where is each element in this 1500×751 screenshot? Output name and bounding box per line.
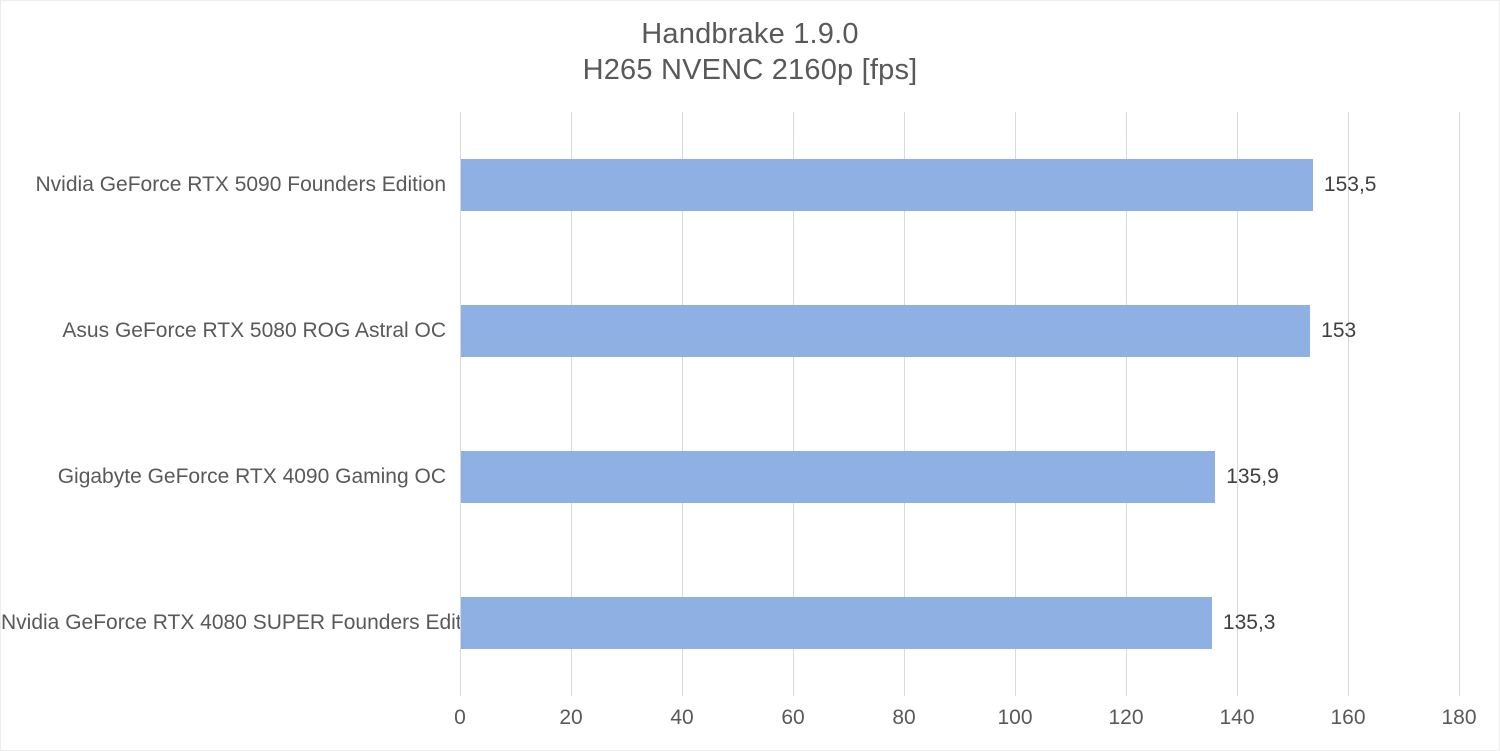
plot-area: 153,5 153 135,9 135,3: [459, 112, 1460, 696]
x-tick-label: 140: [1219, 706, 1255, 729]
grid-line: [1347, 112, 1349, 696]
category-label: Nvidia GeForce RTX 5090 Founders Edition: [35, 173, 446, 196]
bar: [461, 159, 1313, 211]
category-label: Gigabyte GeForce RTX 4090 Gaming OC: [57, 465, 446, 488]
category-label: Nvidia GeForce RTX 4080 SUPER Founders E…: [1, 611, 490, 634]
bar-value-label: 153,5: [1323, 173, 1377, 196]
category-axis: Nvidia GeForce RTX 5090 Founders Edition…: [1, 112, 490, 696]
chart-title: Handbrake 1.9.0 H265 NVENC 2160p [fps]: [1, 16, 1499, 88]
chart-title-line1: Handbrake 1.9.0: [641, 18, 859, 50]
x-tick-label: 160: [1330, 706, 1366, 729]
bar: [461, 305, 1311, 357]
grid-line: [570, 112, 572, 696]
grid-line: [1458, 112, 1460, 696]
grid-line: [459, 112, 461, 696]
x-tick-label: 60: [781, 706, 805, 729]
grid-line: [681, 112, 683, 696]
chart-title-line2: H265 NVENC 2160p [fps]: [582, 54, 918, 86]
bar-value-label: 153: [1321, 319, 1357, 342]
bar-value-label: 135,9: [1226, 465, 1279, 488]
x-tick-label: 20: [559, 706, 583, 729]
grid-line: [903, 112, 905, 696]
grid-line: [792, 112, 794, 696]
x-tick-label: 0: [454, 706, 466, 729]
x-tick-label: 80: [892, 706, 916, 729]
x-tick-label: 120: [1108, 706, 1144, 729]
grid-line: [1014, 112, 1016, 696]
category-label: Asus GeForce RTX 5080 ROG Astral OC: [62, 319, 446, 342]
bar: [461, 451, 1216, 503]
grid-line: [1236, 112, 1238, 696]
x-tick-label: 100: [997, 706, 1033, 729]
bar-value-label: 135,3: [1222, 611, 1276, 634]
x-tick-label: 180: [1441, 706, 1477, 729]
bar: [461, 597, 1212, 649]
x-axis: 0 20 40 60 80 100 120 140 160 180: [454, 706, 1476, 732]
x-tick-label: 40: [670, 706, 694, 729]
grid-line: [1125, 112, 1127, 696]
